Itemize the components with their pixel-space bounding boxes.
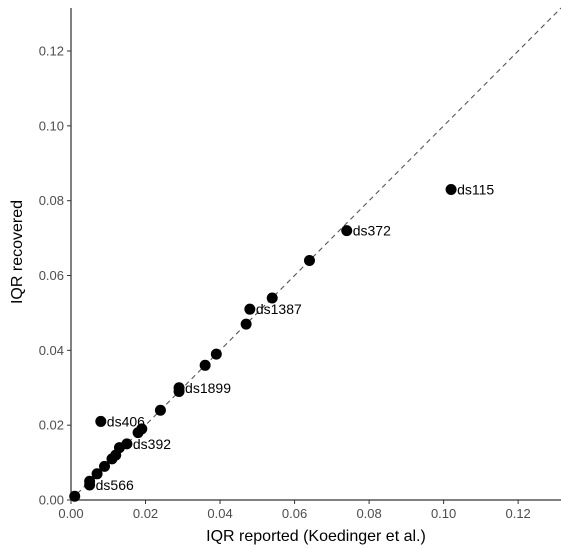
data-point bbox=[341, 225, 353, 237]
y-tick-label: 0.08 bbox=[39, 193, 64, 208]
data-point bbox=[210, 348, 222, 360]
point-labels: ds566 ds406 ds392 ds1899 ds1387 ds372 ds115 bbox=[96, 181, 495, 493]
y-tick-label: 0.00 bbox=[39, 493, 64, 508]
x-tick-label: 0.06 bbox=[282, 506, 307, 521]
y-tick-label: 0.04 bbox=[39, 343, 64, 358]
data-point bbox=[244, 303, 256, 315]
y-tick-label: 0.06 bbox=[39, 268, 64, 283]
y-axis: 0.00 0.02 0.04 0.06 0.08 0.10 0.12 bbox=[39, 8, 72, 508]
x-tick-label: 0.08 bbox=[356, 506, 381, 521]
data-points bbox=[69, 183, 457, 502]
data-point-label: ds392 bbox=[133, 436, 171, 452]
y-tick-label: 0.10 bbox=[39, 118, 64, 133]
x-tick-label: 0.04 bbox=[207, 506, 232, 521]
data-point bbox=[266, 292, 278, 304]
reference-line-layer bbox=[70, 7, 561, 501]
data-point bbox=[69, 490, 81, 502]
data-point-label: ds115 bbox=[457, 181, 494, 197]
y-axis-title: IQR recovered bbox=[9, 200, 26, 304]
x-axis: 0.00 0.02 0.04 0.06 0.08 0.10 0.12 bbox=[58, 499, 561, 521]
x-tick-label: 0.12 bbox=[505, 506, 530, 521]
data-point-label: ds566 bbox=[96, 477, 134, 493]
data-point bbox=[173, 382, 185, 394]
data-point bbox=[445, 183, 457, 195]
data-point bbox=[84, 475, 96, 487]
data-point-label: ds406 bbox=[107, 413, 145, 429]
x-tick-label: 0.02 bbox=[133, 506, 158, 521]
data-point bbox=[303, 255, 315, 267]
data-point-label: ds372 bbox=[353, 223, 391, 239]
data-point bbox=[154, 404, 166, 416]
x-axis-title: IQR reported (Koedinger et al.) bbox=[206, 528, 426, 545]
data-point bbox=[99, 460, 111, 472]
x-tick-label: 0.10 bbox=[431, 506, 456, 521]
data-point-label: ds1899 bbox=[185, 380, 231, 396]
data-point-label: ds1387 bbox=[256, 301, 302, 317]
y-tick-label: 0.02 bbox=[39, 418, 64, 433]
data-point bbox=[136, 423, 148, 435]
x-tick-label: 0.00 bbox=[58, 506, 83, 521]
data-point bbox=[91, 468, 103, 480]
y-tick-label: 0.12 bbox=[39, 44, 64, 59]
identity-reference-line bbox=[70, 7, 561, 501]
data-point bbox=[121, 438, 133, 450]
data-point bbox=[95, 415, 107, 427]
data-point bbox=[240, 318, 252, 330]
data-point bbox=[199, 359, 211, 371]
